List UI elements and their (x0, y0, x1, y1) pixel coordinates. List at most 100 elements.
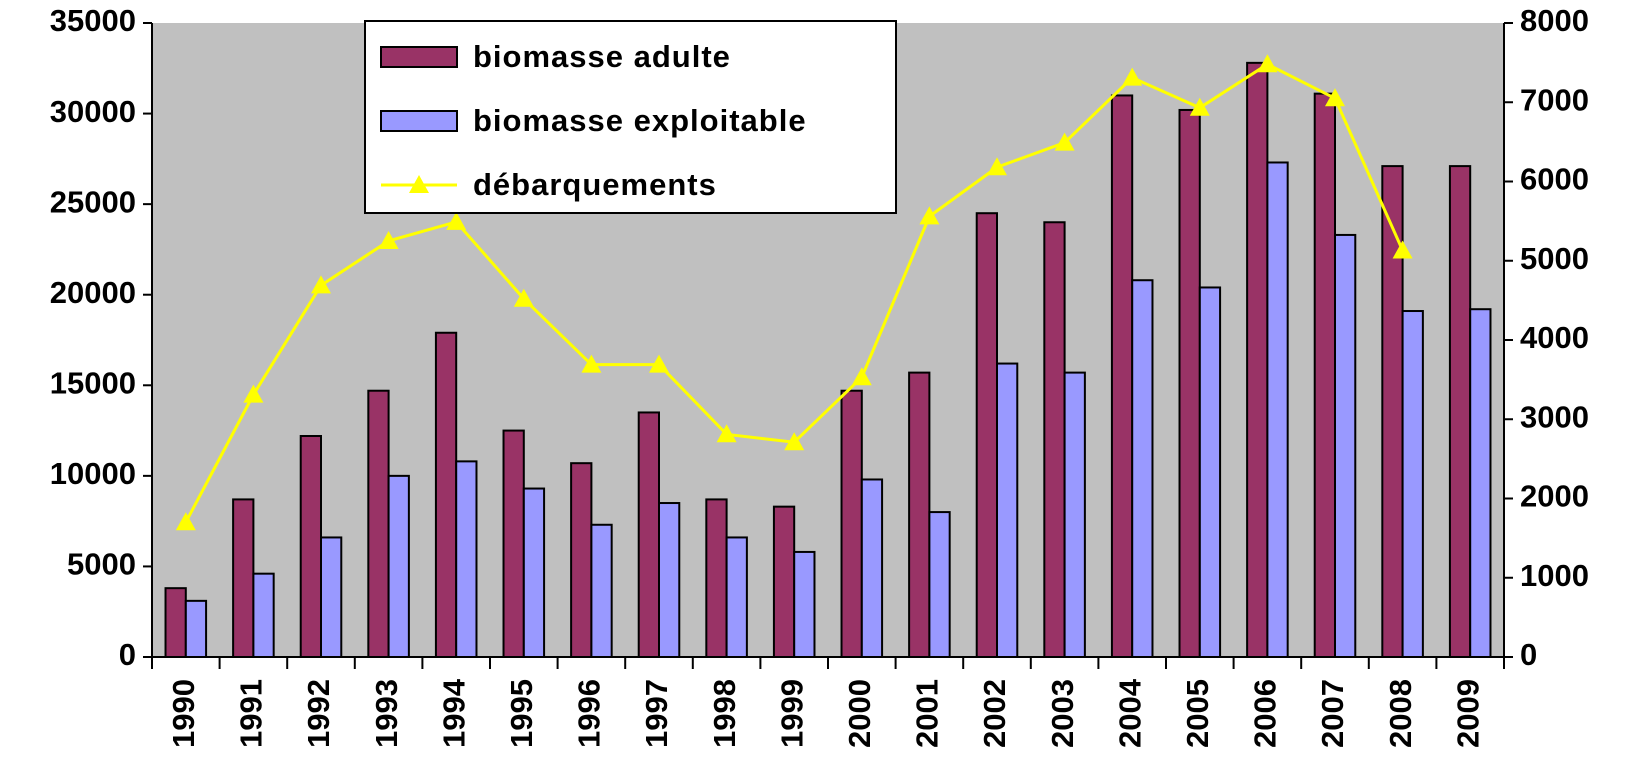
y2-tick-label: 6000 (1520, 162, 1589, 197)
bar (908, 371, 931, 658)
marker (1257, 54, 1278, 73)
bar (590, 523, 613, 658)
marker (987, 157, 1007, 176)
bar (455, 460, 478, 659)
legend-label: débarquements (473, 167, 717, 202)
bar (860, 478, 884, 659)
x-tick-label: 2003 (1045, 679, 1080, 748)
bar (299, 435, 323, 658)
x-tick-label: 2000 (842, 679, 877, 748)
bar (1469, 308, 1492, 658)
marker (919, 206, 940, 225)
bar (434, 331, 458, 658)
marker (716, 424, 737, 443)
marker (446, 211, 467, 230)
bar (387, 474, 410, 658)
x-tick-label: 1999 (774, 679, 809, 748)
marker (513, 288, 534, 307)
x-tick-label: 2005 (1180, 679, 1215, 748)
x-tick-label: 2002 (977, 679, 1012, 748)
y2-tick-label: 2000 (1520, 479, 1589, 514)
bar (367, 389, 390, 658)
bar (637, 411, 660, 659)
bar (522, 487, 546, 658)
bar (1381, 165, 1404, 659)
marker (311, 275, 331, 294)
bar (658, 502, 681, 658)
y-tick-label: 30000 (50, 94, 136, 129)
marker (243, 384, 264, 403)
bar (840, 389, 863, 658)
x-tick-label: 1991 (234, 679, 269, 748)
y2-tick-label: 7000 (1520, 82, 1589, 117)
x-tick-label: 2009 (1450, 679, 1485, 748)
y2-tick-label: 1000 (1520, 558, 1589, 593)
y2-tick-label: 3000 (1520, 399, 1589, 434)
legend-label: biomasse exploitable (473, 103, 807, 138)
x-tick-label: 1993 (369, 679, 404, 748)
legend-label: biomasse adulte (473, 39, 731, 74)
bar (252, 572, 275, 658)
x-tick-label: 1997 (639, 679, 674, 748)
y2-tick-label: 4000 (1520, 320, 1589, 355)
bar (502, 429, 525, 659)
marker (851, 367, 872, 386)
bar (1246, 61, 1269, 658)
bar (928, 511, 951, 658)
marker (784, 432, 805, 451)
x-tick-label: 1994 (436, 678, 471, 748)
bar (1131, 279, 1154, 658)
bar (1313, 92, 1336, 659)
legend-swatch (380, 46, 458, 68)
y-tick-label: 5000 (67, 547, 136, 582)
bar (184, 599, 208, 658)
y2-tick-label: 0 (1520, 637, 1537, 672)
bar (1110, 94, 1134, 658)
marker (175, 512, 196, 531)
y-tick-label: 35000 (50, 3, 136, 38)
y-tick-label: 10000 (50, 456, 136, 491)
y2-tick-label: 5000 (1520, 241, 1589, 276)
x-tick-label: 2004 (1112, 678, 1147, 748)
x-tick-label: 2007 (1315, 679, 1350, 748)
bar (164, 587, 187, 658)
bar (793, 550, 816, 658)
marker (1325, 88, 1345, 107)
marker (378, 230, 399, 249)
x-tick-label: 1990 (166, 679, 201, 748)
y2-tick-label: 8000 (1520, 3, 1589, 38)
x-tick-label: 1995 (504, 679, 539, 748)
bar (1198, 286, 1222, 658)
x-tick-label: 1998 (707, 679, 742, 748)
bar (1401, 310, 1424, 658)
bar (996, 362, 1019, 658)
bar (1334, 233, 1357, 659)
marker (1054, 132, 1075, 151)
marker (1122, 67, 1143, 86)
marker (581, 354, 602, 373)
bar (232, 498, 255, 658)
y-tick-label: 25000 (50, 184, 136, 219)
y-tick-label: 20000 (50, 275, 136, 310)
bar (570, 462, 593, 659)
x-tick-label: 1996 (572, 679, 607, 748)
x-tick-label: 2001 (910, 679, 945, 748)
y-tick-label: 15000 (50, 365, 136, 400)
legend-marker (409, 175, 429, 193)
bar (975, 212, 998, 658)
bar (725, 536, 748, 659)
bar (772, 505, 796, 658)
x-tick-label: 1992 (301, 679, 336, 748)
x-tick-label: 2008 (1383, 679, 1418, 748)
bar (320, 536, 343, 659)
bar (1063, 371, 1086, 658)
x-tick-label: 2006 (1248, 679, 1283, 748)
bar (705, 498, 728, 658)
bar (1448, 165, 1472, 659)
bar (1043, 221, 1066, 658)
y-tick-label: 0 (119, 637, 136, 672)
marker (1189, 97, 1210, 116)
legend-swatch (380, 110, 458, 132)
marker (649, 354, 669, 373)
